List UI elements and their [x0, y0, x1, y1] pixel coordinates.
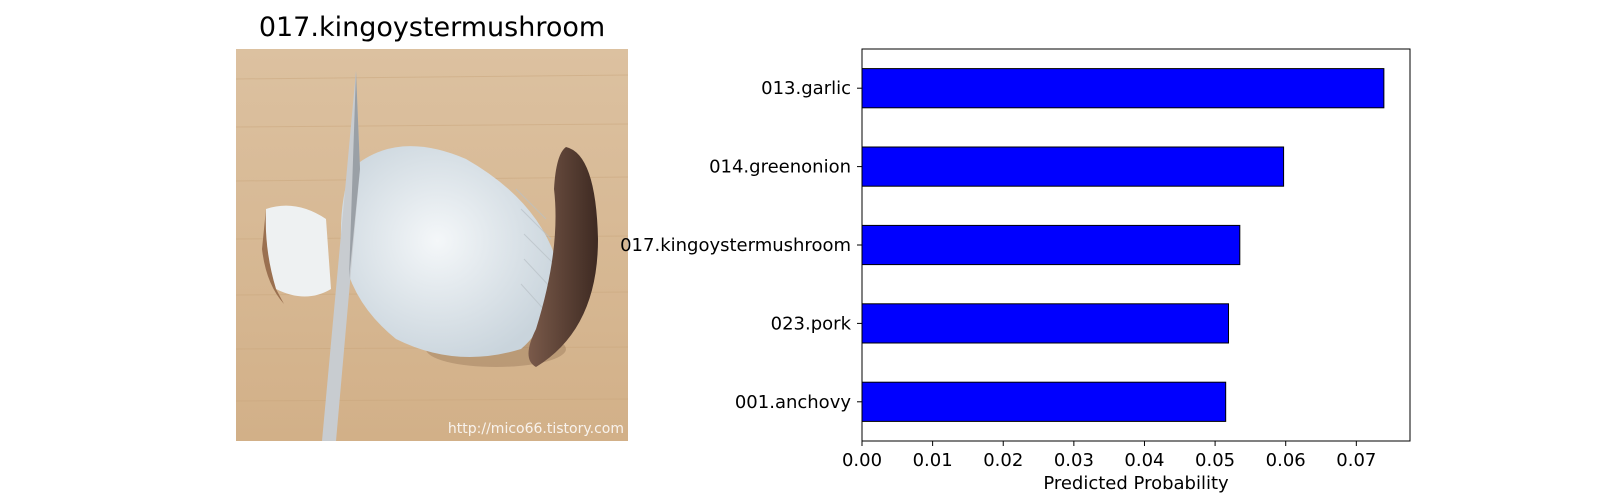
mushroom-photo: http://mico66.tistory.com [236, 49, 628, 441]
x-tick-label: 0.07 [1336, 450, 1376, 471]
bar-023.pork [861, 303, 1230, 344]
y-tick-layer: 013.garlic 014.greenonion 017.kingoystermu… [620, 78, 862, 413]
x-tick-label: 0.00 [842, 450, 882, 471]
x-tick-label: 0.01 [913, 450, 953, 471]
x-tick-label: 0.04 [1124, 450, 1164, 471]
image-title: 017.kingoystermushroom [258, 12, 606, 43]
bars-layer [861, 68, 1385, 422]
y-tick-label: 013.garlic [761, 78, 851, 99]
y-tick-label: 017.kingoystermushroom [620, 235, 851, 256]
x-tick-label: 0.06 [1266, 450, 1306, 471]
x-axis-label: Predicted Probability [1043, 473, 1229, 494]
x-tick-layer: 0.00 0.01 0.02 0.03 0.04 0.05 0.06 0.07 [842, 441, 1376, 471]
y-tick-label: 001.anchovy [735, 392, 851, 413]
x-tick-label: 0.05 [1195, 450, 1235, 471]
bar-014.greenonion [861, 146, 1285, 187]
plot-frame [861, 48, 1411, 442]
x-tick-label: 0.02 [983, 450, 1023, 471]
y-tick-label: 014.greenonion [709, 157, 851, 178]
bar-013.garlic [861, 68, 1385, 109]
bar-001.anchovy [861, 381, 1227, 422]
x-tick-label: 0.03 [1054, 450, 1094, 471]
photo-watermark: http://mico66.tistory.com [448, 421, 624, 437]
bar-017.kingoystermushroom [861, 224, 1241, 266]
y-tick-label: 023.pork [771, 313, 852, 334]
